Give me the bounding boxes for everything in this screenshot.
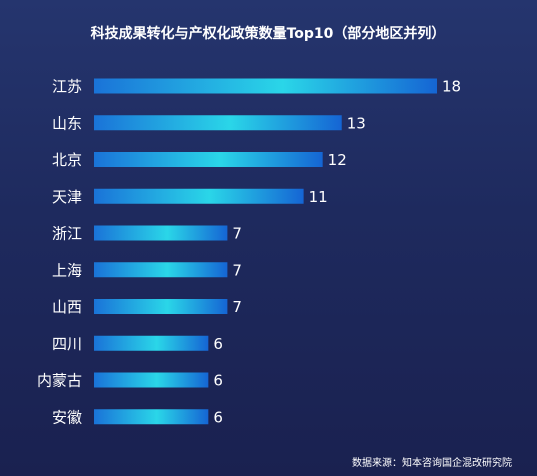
bar bbox=[94, 335, 209, 351]
bar bbox=[94, 115, 342, 131]
value-label: 7 bbox=[232, 298, 242, 316]
bar bbox=[94, 78, 437, 94]
value-label: 13 bbox=[347, 114, 366, 132]
bar bbox=[94, 409, 209, 425]
bar bbox=[94, 188, 304, 204]
category-label: 安徽 bbox=[52, 408, 82, 426]
category-label: 山西 bbox=[52, 298, 82, 316]
bars-group: 江苏 18 山东 13 北京 12 天津 11 浙江 7 上海 7 山西 7 四川 6 内蒙古 6 安徽 6 bbox=[37, 78, 461, 427]
bar bbox=[94, 225, 228, 241]
category-label: 北京 bbox=[52, 151, 82, 169]
category-label: 内蒙古 bbox=[37, 372, 82, 390]
value-label: 7 bbox=[232, 225, 242, 243]
bar bbox=[94, 299, 228, 314]
category-label: 山东 bbox=[52, 114, 82, 132]
value-label: 12 bbox=[328, 151, 347, 169]
chart-title: 科技成果转化与产权化政策数量Top10（部分地区并列） bbox=[91, 25, 446, 42]
value-label: 6 bbox=[213, 372, 223, 390]
value-label: 6 bbox=[213, 335, 223, 353]
value-label: 6 bbox=[213, 408, 223, 426]
bar bbox=[94, 152, 323, 167]
category-label: 江苏 bbox=[52, 78, 82, 96]
value-label: 7 bbox=[232, 261, 242, 279]
category-label: 四川 bbox=[52, 335, 82, 353]
value-label: 18 bbox=[442, 78, 461, 96]
category-label: 天津 bbox=[52, 188, 82, 206]
bar bbox=[94, 372, 209, 388]
category-label: 浙江 bbox=[52, 225, 82, 243]
value-label: 11 bbox=[309, 188, 328, 206]
source-note: 数据来源：知本咨询国企混改研究院 bbox=[352, 456, 512, 469]
category-label: 上海 bbox=[52, 261, 82, 279]
bar bbox=[94, 262, 228, 278]
